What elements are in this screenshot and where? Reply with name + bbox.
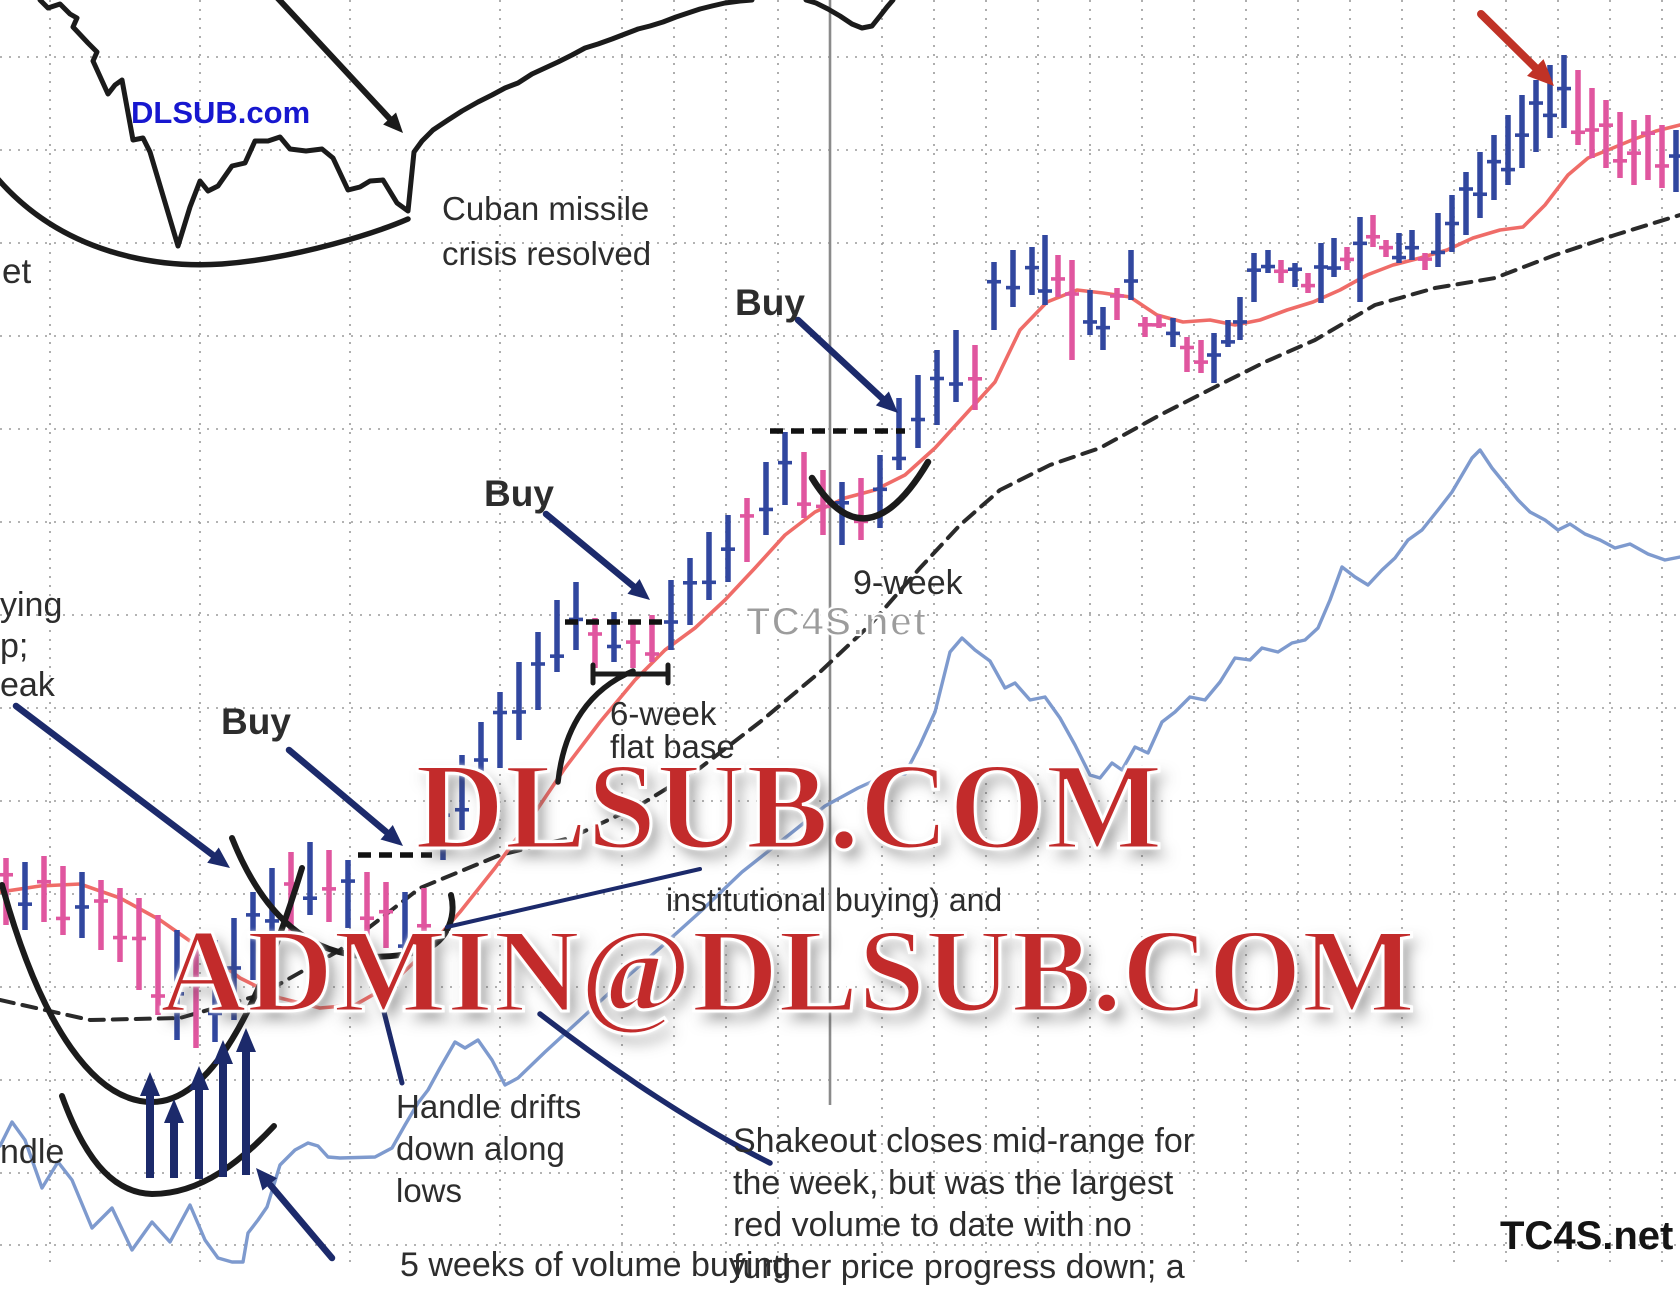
relative-strength-line	[0, 448, 1680, 1264]
buy-label-1: Buy	[221, 701, 291, 742]
dlsub-big-watermark: DLSUB.COM	[414, 737, 1165, 877]
buy-label-2: Buy	[484, 473, 554, 514]
volume-buying-arrows	[140, 1028, 256, 1179]
cuban-missile-note: Cuban missile crisis resolved	[442, 190, 652, 272]
buy-label-3: Buy	[735, 282, 805, 323]
tc4s-bottom-right-watermark: TC4S.net	[1500, 1214, 1674, 1258]
institutional-buying-fragment: institutional buying) and	[666, 882, 1003, 918]
nine-week-label: 9-week	[853, 564, 963, 602]
annotation-arrows	[12, 0, 1554, 1262]
flat-base-bracket	[590, 662, 671, 686]
fragment-up-label: p;	[0, 627, 29, 665]
fragment-handle-label: ndle	[0, 1133, 65, 1171]
handle-drifts-note: Handle drifts down along lows	[396, 1088, 582, 1209]
dashed-ma-line	[0, 213, 1680, 1022]
tc4s-center-watermark: TC4S.net	[745, 599, 928, 645]
red-ma-line	[0, 123, 1680, 1010]
fragment-buying-label: ying	[0, 586, 63, 624]
shakeout-note: Shakeout closes mid-range for the week, …	[733, 1122, 1195, 1287]
buy-point-dashed-lines	[358, 428, 905, 858]
fragment-peak-label: eak	[0, 666, 55, 704]
market-index-line	[37, 0, 896, 249]
five-weeks-volume-note: 5 weeks of volume buying	[400, 1246, 792, 1284]
index-cup-arc	[0, 176, 411, 268]
pointer-lines	[380, 867, 773, 1166]
fragment-market-label: et	[2, 252, 32, 291]
weekly-price-bars	[0, 55, 1680, 1048]
dlsub-top-left-watermark: DLSUB.com	[131, 95, 311, 130]
six-week-flat-base-label: 6-week flat base	[610, 695, 735, 765]
admin-dlsub-big-watermark: ADMIN@DLSUB.COM	[159, 903, 1417, 1039]
